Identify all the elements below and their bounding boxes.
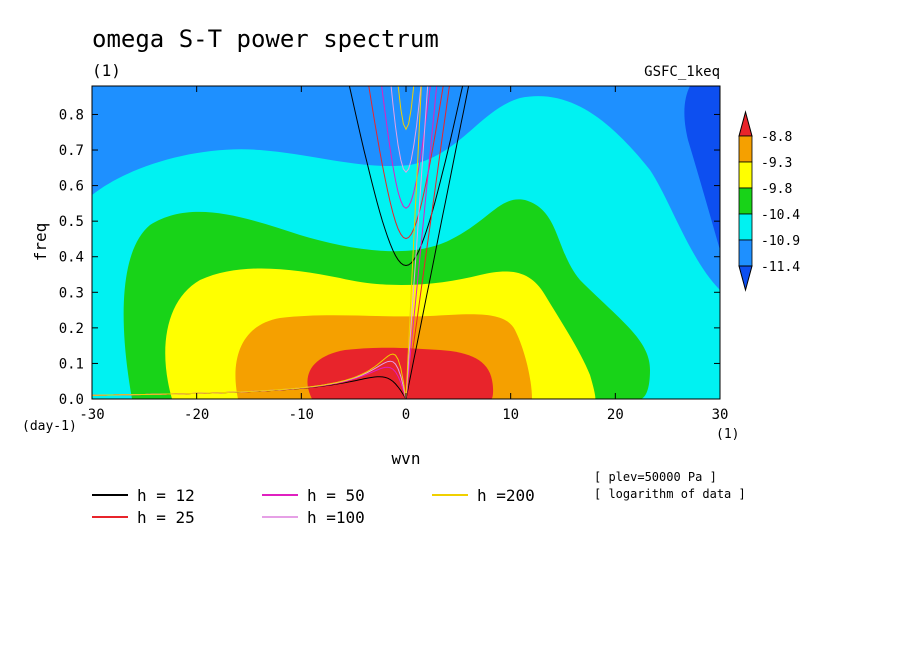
gravity-wave-curve: [390, 86, 422, 173]
y-tick-label: 0.7: [59, 143, 84, 159]
y-axis: 0.0 0.1 0.2 0.3 0.4 0.5 0.6 0.7 0.8: [59, 107, 720, 408]
source-label: GSFC_1keq: [644, 64, 720, 80]
legend-label: h =200: [477, 486, 535, 505]
y-tick-label: 0.4: [59, 250, 84, 266]
annotation-log: [ logarithm of data ]: [594, 487, 746, 501]
colorbar-swatch: [738, 161, 753, 189]
gravity-wave-curve: [381, 86, 431, 209]
y-axis-label: freq: [31, 223, 50, 262]
colorbar-swatch: [738, 187, 753, 215]
colorbar-swatch: [738, 135, 753, 163]
x-axis: -30 -20 -10 0 10 20 30: [79, 86, 728, 423]
colorbar-level-label: -10.9: [761, 234, 800, 249]
y-tick-label: 0.2: [59, 321, 84, 337]
y-unit-label: (day-1): [22, 419, 77, 434]
x-tick-label: 20: [607, 407, 624, 423]
legend-label: h =100: [307, 508, 365, 527]
colorbar-level-label: -11.4: [761, 260, 800, 275]
rossby-wave-curve: [92, 353, 407, 399]
colorbar-level-label: -9.8: [761, 182, 792, 197]
colorbar-level-label: -10.4: [761, 208, 800, 223]
gravity-wave-curve: [368, 86, 444, 240]
y-tick-label: 0.8: [59, 107, 84, 123]
x-axis-label: wvn: [392, 449, 421, 468]
x-tick-label: -30: [79, 407, 104, 423]
x-tick-label: 30: [712, 407, 729, 423]
y-tick-label: 0.3: [59, 285, 84, 301]
gravity-wave-curve: [397, 86, 415, 131]
legend-label: h = 25: [137, 508, 195, 527]
annotation-plev: [ plev=50000 Pa ]: [594, 470, 717, 484]
y-tick-label: 0.5: [59, 214, 84, 230]
gravity-wave-curve: [348, 86, 464, 267]
colorbar-bottom-arrow: [738, 265, 753, 292]
curve-legend: h = 12 h = 25 h = 50 h =100 h =200: [92, 486, 535, 527]
y-tick-label: 0.0: [59, 392, 84, 408]
region-dark-blue-corner: [684, 86, 720, 250]
chart-title: omega S-T power spectrum: [92, 25, 439, 53]
x-tick-label: -10: [289, 407, 314, 423]
x-tick-label: -20: [184, 407, 209, 423]
chart-subtitle: (1): [92, 61, 121, 80]
colorbar-swatch: [738, 213, 753, 241]
colorbar-top-arrow: [738, 110, 753, 137]
region-red: [307, 347, 494, 399]
colorbar: -8.8 -9.3 -9.8 -10.4 -10.9 -11.4: [738, 110, 800, 292]
plot-area: [92, 86, 720, 399]
x-tick-label: 10: [502, 407, 519, 423]
colorbar-level-label: -8.8: [761, 130, 792, 145]
legend-label: h = 12: [137, 486, 195, 505]
colorbar-swatch: [738, 239, 753, 267]
y-tick-label: 0.6: [59, 179, 84, 195]
dispersion-curves: [92, 86, 470, 399]
y-tick-label: 0.1: [59, 356, 84, 372]
kelvin-wave-curve: [405, 86, 470, 399]
x-unit-label: (1): [716, 427, 739, 442]
colorbar-level-label: -9.3: [761, 156, 792, 171]
x-tick-label: 0: [402, 407, 410, 423]
legend-label: h = 50: [307, 486, 365, 505]
